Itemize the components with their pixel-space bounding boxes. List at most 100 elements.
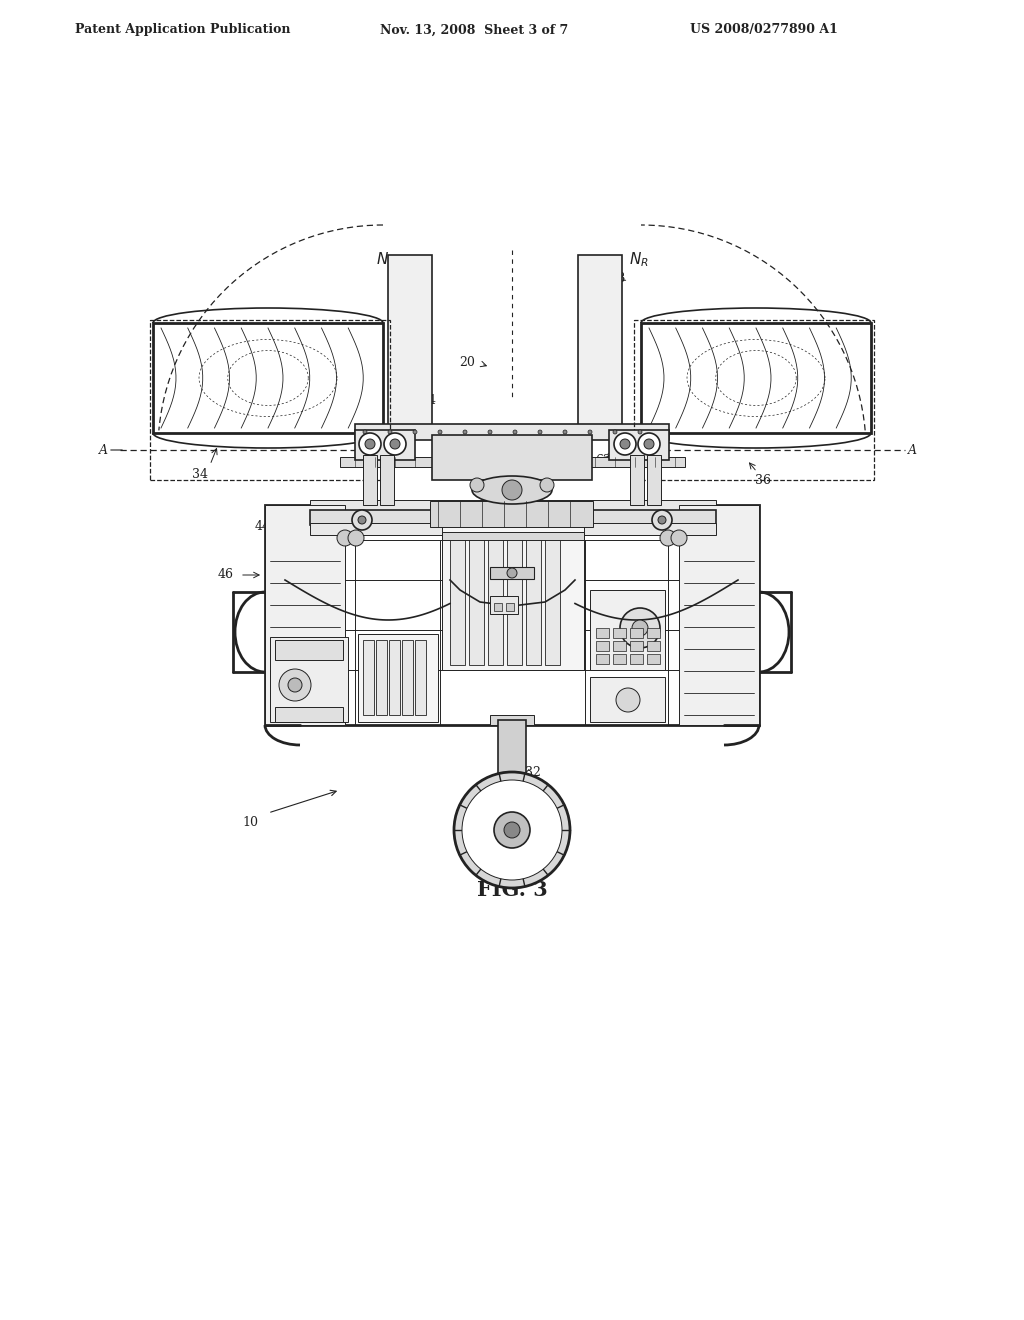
Circle shape <box>504 822 520 838</box>
Bar <box>630 642 643 651</box>
Circle shape <box>365 440 375 449</box>
Bar <box>432 436 592 480</box>
Bar <box>275 708 343 722</box>
Bar <box>358 634 438 722</box>
Bar <box>494 775 530 789</box>
Text: Patent Application Publication: Patent Application Publication <box>75 24 291 37</box>
Bar <box>647 628 660 638</box>
Bar <box>362 455 377 506</box>
Text: $N_L$: $N_L$ <box>376 251 394 269</box>
Bar <box>340 457 685 467</box>
Circle shape <box>502 480 522 500</box>
Circle shape <box>563 430 567 434</box>
Text: 58: 58 <box>725 525 741 539</box>
Circle shape <box>620 440 630 449</box>
Circle shape <box>470 478 484 492</box>
Circle shape <box>614 433 636 455</box>
Text: 16: 16 <box>590 393 606 407</box>
Text: 50: 50 <box>383 454 399 466</box>
Bar <box>545 535 560 665</box>
Bar <box>630 653 643 664</box>
Circle shape <box>660 531 676 546</box>
Bar <box>507 535 522 665</box>
Text: Nov. 13, 2008  Sheet 3 of 7: Nov. 13, 2008 Sheet 3 of 7 <box>380 24 568 37</box>
Text: 44: 44 <box>255 520 271 533</box>
Circle shape <box>613 430 617 434</box>
Text: US 2008/0277890 A1: US 2008/0277890 A1 <box>690 24 838 37</box>
Circle shape <box>288 678 302 692</box>
Bar <box>488 535 503 665</box>
Bar <box>609 430 669 459</box>
Bar <box>647 642 660 651</box>
Circle shape <box>279 669 311 701</box>
Text: 62: 62 <box>595 454 611 466</box>
Text: 12: 12 <box>525 804 541 817</box>
Bar <box>490 597 518 614</box>
Bar <box>380 455 394 506</box>
Bar <box>376 640 387 715</box>
Circle shape <box>494 812 530 847</box>
Bar <box>275 640 343 660</box>
Circle shape <box>644 440 654 449</box>
Bar <box>490 715 534 725</box>
Circle shape <box>388 430 392 434</box>
Bar <box>265 506 759 725</box>
Bar <box>270 638 348 722</box>
Ellipse shape <box>472 477 552 504</box>
Circle shape <box>488 430 492 434</box>
Bar <box>355 430 415 459</box>
Bar <box>634 319 874 480</box>
Text: A: A <box>908 444 918 457</box>
Text: 10: 10 <box>242 817 258 829</box>
Bar <box>150 319 390 480</box>
Circle shape <box>362 430 367 434</box>
Text: $N_R$: $N_R$ <box>629 251 649 269</box>
Bar <box>310 500 716 512</box>
Text: B: B <box>389 272 398 285</box>
Text: A: A <box>99 444 108 457</box>
Circle shape <box>638 430 642 434</box>
Bar <box>679 506 759 725</box>
Text: 36: 36 <box>755 474 771 487</box>
Circle shape <box>359 433 381 455</box>
Circle shape <box>671 531 687 546</box>
Circle shape <box>616 688 640 711</box>
Text: 56: 56 <box>725 511 741 524</box>
Bar <box>494 603 502 611</box>
Bar <box>613 628 626 638</box>
Circle shape <box>454 772 570 888</box>
Bar <box>630 455 644 506</box>
Circle shape <box>652 510 672 531</box>
Bar <box>647 455 662 506</box>
Bar <box>469 535 484 665</box>
Circle shape <box>638 433 660 455</box>
Circle shape <box>337 531 353 546</box>
Bar <box>596 628 609 638</box>
Circle shape <box>358 516 366 524</box>
Bar <box>442 525 584 671</box>
Bar <box>265 506 345 725</box>
Circle shape <box>658 516 666 524</box>
Bar <box>310 523 716 535</box>
Bar <box>590 677 665 722</box>
Text: 14: 14 <box>420 393 436 407</box>
Bar <box>402 640 413 715</box>
Bar <box>490 568 534 579</box>
Bar <box>613 642 626 651</box>
Circle shape <box>384 433 406 455</box>
Bar <box>389 640 400 715</box>
Bar <box>647 653 660 664</box>
Circle shape <box>540 478 554 492</box>
Bar <box>506 603 514 611</box>
Circle shape <box>348 531 364 546</box>
Bar <box>630 628 643 638</box>
Circle shape <box>632 620 648 636</box>
Bar <box>590 590 665 671</box>
Circle shape <box>513 430 517 434</box>
Bar <box>442 532 584 540</box>
Bar <box>596 653 609 664</box>
Text: 32: 32 <box>525 767 541 780</box>
Bar <box>388 255 432 430</box>
Bar <box>596 642 609 651</box>
Bar <box>415 640 426 715</box>
